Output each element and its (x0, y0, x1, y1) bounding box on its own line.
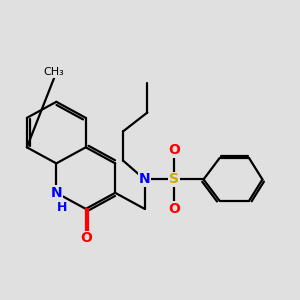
Text: O: O (168, 143, 180, 157)
Text: N: N (139, 172, 151, 186)
Text: CH₃: CH₃ (43, 68, 64, 77)
Text: O: O (168, 202, 180, 216)
Text: H: H (56, 201, 67, 214)
Text: O: O (80, 231, 92, 245)
Text: S: S (169, 172, 179, 186)
Text: N: N (50, 186, 62, 200)
